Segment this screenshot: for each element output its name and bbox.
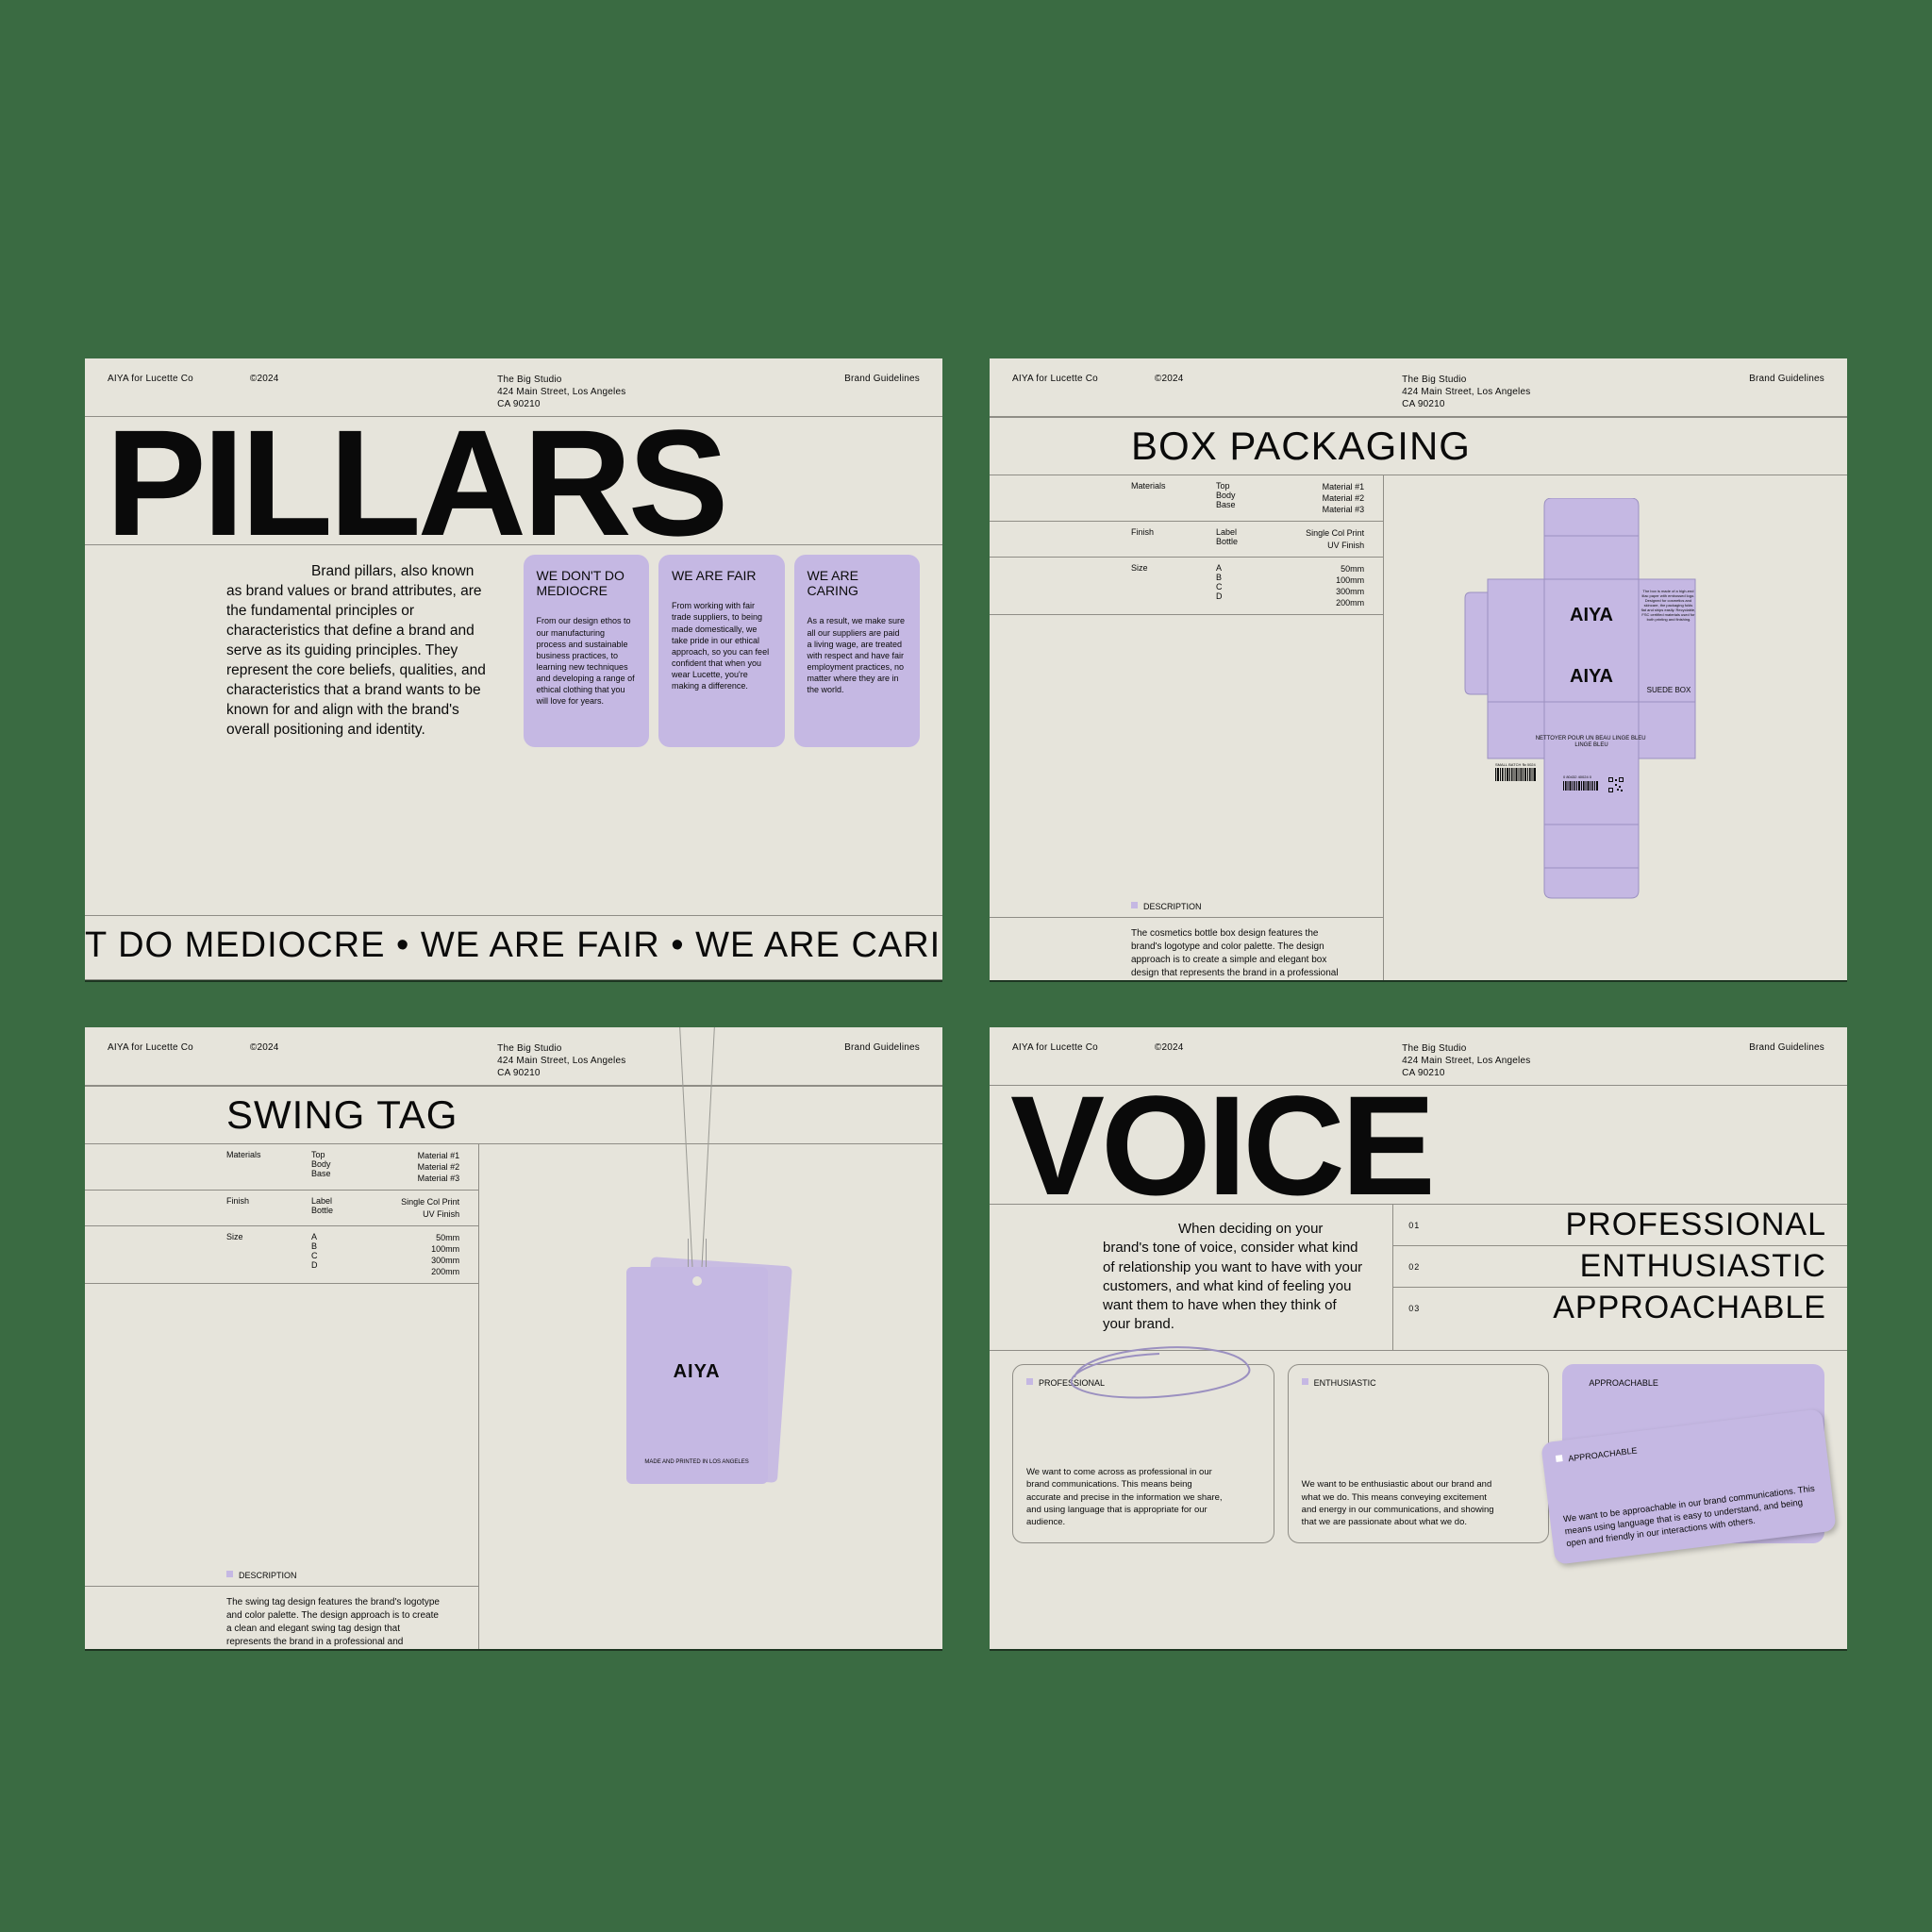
swing-desc: The swing tag design features the brand'…	[85, 1587, 478, 1649]
trait-row: 03APPROACHABLE	[1393, 1288, 1847, 1328]
meta-row: AIYA for Lucette Co ©2024 The Big Studio…	[990, 358, 1847, 417]
pillars-ticker: T DO MEDIOCRE • WE ARE FAIR • WE ARE CAR…	[85, 915, 942, 980]
voice-card: ENTHUSIASTIC We want to be enthusiastic …	[1288, 1364, 1550, 1543]
svg-text:SUEDE BOX: SUEDE BOX	[1647, 686, 1691, 694]
pillar-card: WE ARE CARING As a result, we make sure …	[794, 555, 921, 747]
panel-pillars: AIYA for Lucette Co ©2024 The Big Studio…	[85, 358, 942, 980]
voice-traits-list: 01PROFESSIONAL 02ENTHUSIASTIC 03APPROACH…	[1392, 1205, 1847, 1350]
svg-text:AIYA: AIYA	[1570, 666, 1613, 687]
voice-intro: When deciding on your brand's tone of vo…	[990, 1205, 1392, 1350]
voice-title: VOICE	[990, 1086, 1847, 1204]
trait-row: 01PROFESSIONAL	[1393, 1205, 1847, 1246]
spec-row: Finish LabelBottle Single Col PrintUV Fi…	[990, 522, 1383, 557]
panel-voice: AIYA for Lucette Co ©2024 The Big Studio…	[990, 1027, 1847, 1649]
panel-box: AIYA for Lucette Co ©2024 The Big Studio…	[990, 358, 1847, 980]
box-desc: The cosmetics bottle box design features…	[990, 918, 1383, 980]
meta-row: AIYA for Lucette Co ©2024 The Big Studio…	[85, 1027, 942, 1086]
desc-label: DESCRIPTION	[990, 892, 1383, 918]
pillar-card: WE ARE FAIR From working with fair trade…	[658, 555, 785, 747]
swing-tag-mockup: AIYAMADE AND PRINTED IN LOS ANGELES AIYA…	[626, 1267, 768, 1484]
svg-text:AIYA: AIYA	[1570, 605, 1613, 625]
meta-doc: Brand Guidelines	[844, 374, 920, 410]
trait-row: 02ENTHUSIASTIC	[1393, 1246, 1847, 1288]
panel-swing-tag: AIYA for Lucette Co ©2024 The Big Studio…	[85, 1027, 942, 1649]
pillars-title: PILLARS	[85, 417, 942, 544]
tag-logo: AIYA	[636, 1361, 758, 1383]
svg-text:0 80432 40024 0: 0 80432 40024 0	[1563, 774, 1592, 779]
desc-label: DESCRIPTION	[85, 1561, 478, 1587]
box-title: BOX PACKAGING	[990, 417, 1847, 475]
pillars-intro: Brand pillars, also known as brand value…	[85, 545, 514, 757]
spec-row: Size ABCD 50mm100mm300mm200mm	[990, 558, 1383, 616]
pillar-cards: WE DON'T DO MEDIOCRE From our design eth…	[514, 545, 943, 757]
box-specs: Materials TopBodyBase Material #1Materia…	[990, 475, 1384, 980]
swing-specs: Materials TopBodyBase Material #1Materia…	[85, 1144, 479, 1649]
pillar-card: WE DON'T DO MEDIOCRE From our design eth…	[524, 555, 650, 747]
swing-title: SWING TAG	[85, 1086, 942, 1144]
svg-text:SMALL BATCH № 0024: SMALL BATCH № 0024	[1495, 762, 1537, 767]
svg-text:The box is made of a high-end: The box is made of a high-end lilac pape…	[1641, 589, 1697, 622]
spec-row: Materials TopBodyBase Material #1Materia…	[990, 475, 1383, 522]
box-dieline: AIYA AIYA SUEDE BOX The box is made of a…	[1441, 498, 1742, 904]
voice-cards: PROFESSIONAL We want to come across as p…	[990, 1350, 1847, 1557]
voice-card: PROFESSIONAL We want to come across as p…	[1012, 1364, 1274, 1543]
tag-fineprint: MADE AND PRINTED IN LOS ANGELES	[636, 1459, 758, 1467]
